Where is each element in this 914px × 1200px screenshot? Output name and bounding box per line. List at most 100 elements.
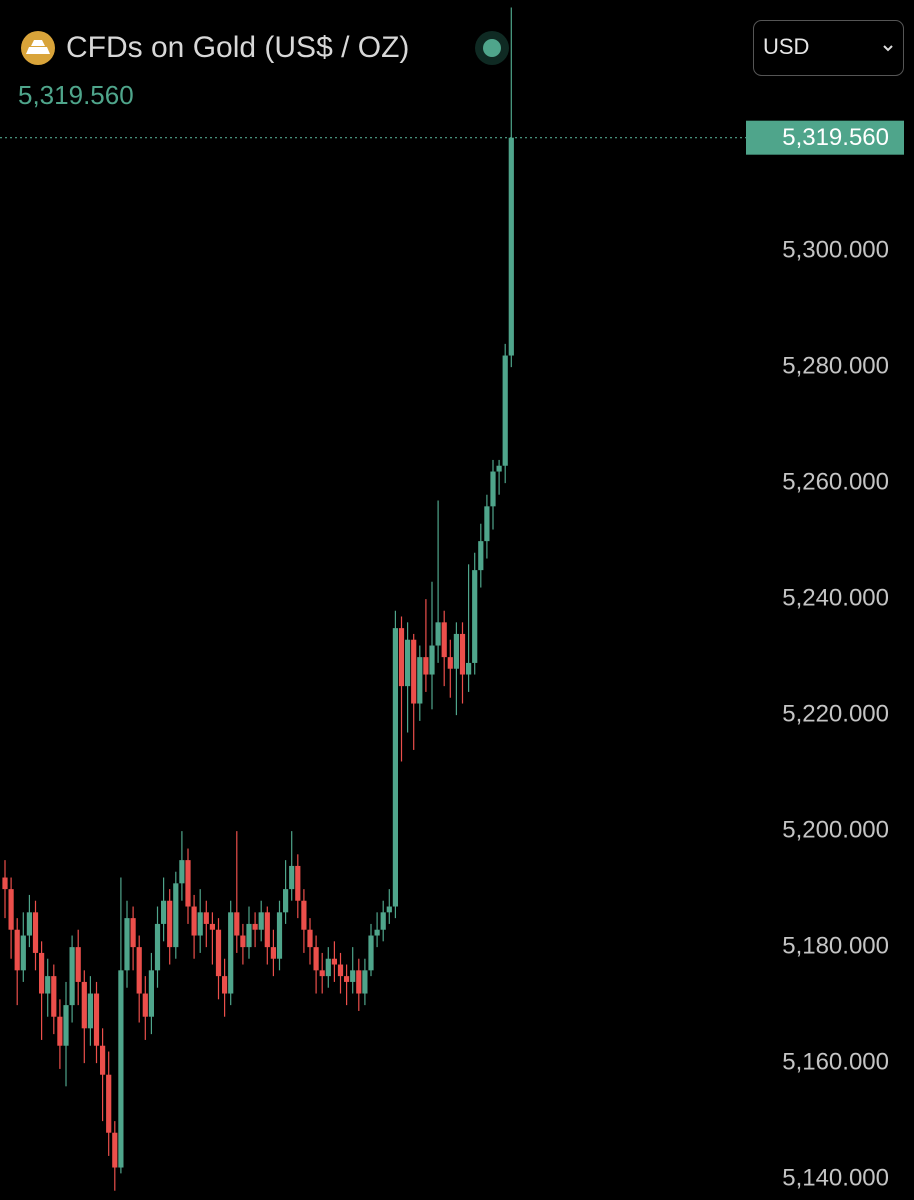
candle-body — [148, 970, 154, 1017]
candle-body — [203, 912, 209, 924]
candle-body — [502, 355, 508, 466]
candle-body — [81, 981, 87, 1029]
candle-body — [87, 993, 93, 1029]
candle-body — [112, 1132, 118, 1168]
candle-body — [356, 970, 362, 994]
candle-body — [423, 657, 429, 675]
candle-body — [69, 947, 75, 1006]
candle-body — [344, 976, 350, 982]
candle-body — [32, 912, 39, 953]
candle-body — [185, 860, 191, 907]
candle-body — [51, 976, 57, 1017]
candle-body — [441, 622, 447, 658]
candle-body — [106, 1074, 112, 1133]
candle-body — [478, 541, 484, 571]
candle-body — [398, 628, 405, 687]
y-tick-label: 5,280.000 — [782, 352, 889, 379]
candle-body — [252, 923, 258, 930]
candle-body — [386, 906, 392, 913]
candle-body — [337, 964, 344, 977]
candle-body — [215, 929, 222, 977]
gold-bars — [26, 40, 50, 54]
candle-body — [258, 912, 264, 930]
candle-body — [331, 958, 337, 965]
candle-body — [118, 970, 124, 1168]
candle-body — [313, 947, 319, 971]
live-dot — [483, 39, 501, 57]
y-tick-label: 5,140.000 — [782, 1164, 889, 1191]
candle-body — [197, 912, 203, 936]
candle-body — [124, 918, 130, 971]
last-price-tag — [746, 120, 904, 155]
currency-select[interactable]: USD — [753, 20, 904, 76]
candle-body — [484, 506, 490, 542]
candle-body — [93, 993, 100, 1046]
candle-body — [240, 935, 246, 948]
candle-body — [490, 471, 496, 507]
candle-body — [301, 900, 307, 930]
candle-body — [161, 900, 167, 924]
candle-body — [466, 662, 472, 675]
candle-body — [8, 889, 14, 930]
candle-body — [14, 929, 20, 971]
y-tick-label: 5,200.000 — [782, 816, 889, 843]
candle-body — [472, 570, 478, 663]
candle-body — [283, 889, 289, 913]
candle-body — [209, 923, 215, 930]
candle-body — [100, 1045, 106, 1075]
candle-body — [57, 1016, 63, 1046]
candle-body — [319, 970, 325, 977]
candle-body — [222, 976, 228, 994]
candle-body — [276, 912, 283, 959]
candle-body — [63, 1005, 69, 1046]
candle-body — [173, 883, 179, 948]
candle-body — [429, 645, 435, 675]
candle-body — [2, 877, 8, 890]
candle-body — [246, 923, 252, 948]
candle-body — [508, 137, 514, 356]
candle-body — [295, 865, 301, 901]
candle-body — [154, 923, 161, 971]
candle-body — [435, 622, 441, 646]
candle-body — [307, 929, 313, 948]
currency-box[interactable] — [753, 20, 904, 76]
y-tick-label: 5,260.000 — [782, 468, 889, 495]
candle-body — [142, 993, 148, 1017]
candle-body — [191, 906, 197, 936]
candle-body — [179, 860, 185, 884]
candle-body — [496, 465, 502, 472]
candle-body — [380, 912, 386, 930]
candle-body — [459, 633, 466, 675]
candle-body — [264, 912, 270, 948]
candle-body — [167, 900, 173, 948]
candle-body — [392, 628, 398, 907]
candle-body — [39, 952, 45, 994]
candle-body — [325, 958, 331, 977]
y-tick-label: 5,220.000 — [782, 700, 889, 727]
candle-body — [26, 912, 32, 936]
candle-body — [374, 929, 380, 936]
candle-body — [228, 912, 234, 994]
candle-body — [368, 935, 374, 971]
candle-body — [136, 947, 142, 994]
candle-body — [417, 657, 423, 704]
candle-body — [270, 947, 276, 959]
candle-body — [20, 935, 26, 971]
chart-title: CFDs on Gold (US$ / OZ) — [66, 31, 409, 64]
last-price-label: 5,319.560 — [782, 124, 889, 151]
candle-body — [130, 918, 136, 948]
chevron — [883, 45, 893, 52]
y-tick-label: 5,160.000 — [782, 1048, 889, 1075]
currency-label[interactable]: USD — [763, 34, 809, 59]
candle-body — [289, 865, 295, 890]
y-tick-label: 5,300.000 — [782, 236, 889, 263]
candle-body — [350, 970, 356, 982]
candle-body — [362, 970, 368, 994]
candle-body — [447, 657, 453, 669]
current-price: 5,319.560 — [18, 80, 134, 110]
candle-body — [45, 976, 51, 994]
candle-body — [411, 639, 417, 704]
candle-body — [234, 912, 240, 936]
